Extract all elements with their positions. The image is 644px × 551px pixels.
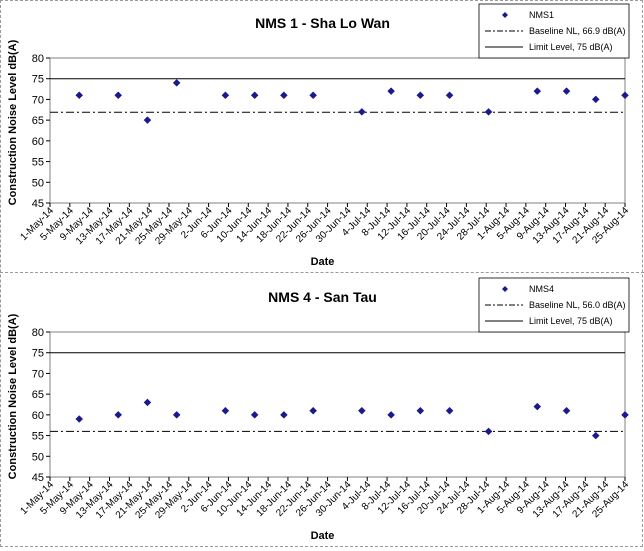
y-tick-label: 50 [32, 451, 44, 463]
plot-area [49, 57, 626, 204]
x-axis-label: Date [311, 530, 335, 542]
y-tick-label: 80 [32, 327, 44, 339]
y-tick-label: 70 [32, 368, 44, 380]
data-point [172, 79, 181, 87]
legend-label: Limit Level, 75 dB(A) [529, 316, 613, 326]
data-point [533, 87, 542, 95]
legend: NMS1 Baseline NL, 66.9 dB(A) Limit Level, … [478, 3, 630, 59]
y-tick-label: 45 [32, 198, 44, 210]
y-tick-label: 60 [32, 136, 44, 148]
data-point [280, 411, 288, 419]
data-point [114, 91, 123, 100]
data-point [591, 95, 600, 104]
data-point [221, 91, 230, 100]
data-point [591, 431, 600, 440]
chart-nms4: NMS 4 - San Tau45505560657075801-May-145… [7, 277, 631, 542]
y-tick-label: 50 [32, 177, 44, 189]
y-tick-label: 80 [32, 53, 44, 65]
legend: NMS4 Baseline NL, 56.0 dB(A) Limit Level, … [478, 277, 630, 333]
data-point [250, 411, 259, 419]
data-point [484, 427, 493, 436]
y-tick-label: 70 [32, 94, 44, 106]
chart-nms1: NMS 1 - Sha Lo Wan45505560657075801-May-… [7, 3, 631, 268]
y-tick-label: 55 [32, 431, 44, 443]
chart-title: NMS 1 - Sha Lo Wan [255, 15, 390, 31]
chart-title: NMS 4 - San Tau [268, 289, 377, 305]
y-tick-label: 75 [32, 74, 44, 86]
data-point [358, 406, 366, 415]
data-point [621, 91, 629, 100]
data-point [280, 91, 288, 100]
y-tick-label: 55 [32, 157, 44, 169]
legend-label: NMS4 [529, 284, 554, 294]
y-axis-label: Construction Noise Level dB(A) [7, 39, 19, 205]
chart-panel-nms4: NMS 4 - San Tau 45 50 55 60 65 70 75 80 1-May-14 5… [0, 274, 644, 548]
data-point [621, 411, 629, 419]
y-tick-label: 75 [32, 348, 44, 360]
data-point [387, 411, 395, 419]
x-axis-label: Date [311, 256, 335, 268]
data-point [143, 398, 152, 407]
y-tick-label: 60 [32, 410, 44, 422]
data-point [445, 406, 454, 415]
y-tick-label: 65 [32, 389, 44, 401]
data-point [250, 91, 259, 100]
legend-marker [502, 12, 508, 18]
legend-label: Baseline NL, 66.9 dB(A) [529, 26, 626, 36]
data-point [533, 402, 542, 411]
data-point [75, 91, 84, 100]
data-point [114, 411, 123, 419]
y-tick-label: 65 [32, 115, 44, 127]
data-point [221, 406, 230, 415]
data-point [172, 411, 181, 419]
data-point [445, 91, 454, 100]
data-point [358, 108, 366, 116]
data-point [562, 87, 571, 95]
legend-label: Baseline NL, 56.0 dB(A) [529, 300, 626, 310]
y-tick-label: 45 [32, 472, 44, 484]
data-point [416, 406, 425, 415]
data-point [416, 91, 425, 100]
data-point [562, 406, 571, 415]
data-point [143, 116, 152, 124]
data-point [309, 406, 317, 415]
legend-marker [502, 286, 508, 292]
data-point [309, 91, 317, 100]
data-point [75, 415, 84, 423]
legend-label: Limit Level, 75 dB(A) [529, 42, 613, 52]
chart-separator [0, 272, 644, 273]
data-point [387, 87, 395, 95]
chart-panel-nms1: NMS 1 - Sha Lo Wan 45 50 55 60 65 70 75 80 1-May-… [0, 0, 644, 274]
legend-label: NMS1 [529, 10, 554, 20]
y-axis-label: Construction Noise Level dB(A) [7, 313, 19, 479]
data-point [484, 108, 493, 116]
